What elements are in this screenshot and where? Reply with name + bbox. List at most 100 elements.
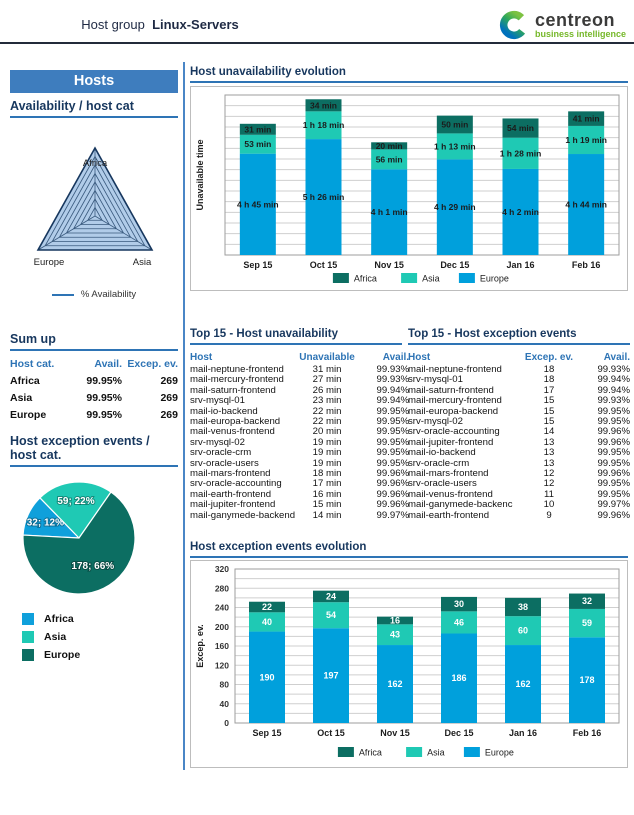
centreon-logo: centreon business intelligence: [499, 10, 626, 40]
svg-text:Sep 15: Sep 15: [243, 260, 272, 270]
sumup-cell: Africa: [10, 375, 40, 387]
table-cell: 27 min: [312, 374, 342, 386]
top15-unavailability-table: Top 15 - Host unavailability Host Unavail…: [190, 328, 409, 521]
table-cell: srv-mysql-02: [190, 436, 245, 448]
svg-text:240: 240: [215, 603, 229, 613]
logo-tagline: business intelligence: [534, 28, 626, 39]
table-cell: mail-jupiter-frontend: [408, 436, 494, 448]
svg-text:5 h 26 min: 5 h 26 min: [303, 192, 345, 202]
table-cell: mail-mercury-frontend: [408, 395, 502, 407]
table-cell: 15 min: [312, 499, 342, 511]
pie-legend: Africa Asia Europe: [22, 610, 80, 664]
table-cell: srv-mysql-01: [408, 374, 463, 386]
availability-section-title: Availability / host cat: [10, 99, 178, 118]
exception-evolution-title: Host exception events evolution: [190, 541, 628, 558]
svg-text:24: 24: [326, 591, 336, 601]
table-cell: 13: [543, 457, 555, 469]
table-cell: 11: [544, 488, 554, 500]
svg-text:178; 66%: 178; 66%: [71, 561, 114, 572]
svg-text:30: 30: [454, 599, 464, 609]
table-cell: srv-oracle-crm: [190, 447, 252, 459]
table-cell: 99.97%: [597, 499, 630, 511]
svg-text:53 min: 53 min: [244, 139, 271, 149]
unavailability-bar-svg: 4 h 45 min 53 min 31 min Sep 15 5 h 26 min 1 …: [195, 94, 620, 284]
svg-text:1 h 13 min: 1 h 13 min: [434, 141, 476, 151]
table-cell: mail-europa-backend: [408, 405, 499, 417]
table-cell: 99.96%: [376, 478, 410, 490]
table-cell: 15: [543, 405, 555, 417]
svg-text:22: 22: [262, 602, 272, 612]
svg-text:Jan 16: Jan 16: [509, 728, 537, 738]
table-cell: 99.95%: [597, 478, 630, 490]
table-cell: 99.95%: [376, 447, 410, 459]
table-cell: 99.96%: [376, 488, 410, 500]
sumup-cell: 99.95%: [86, 375, 122, 387]
svg-text:Africa: Africa: [359, 748, 382, 758]
table-cell: 99.93%: [376, 364, 410, 375]
svg-text:Dec 15: Dec 15: [444, 728, 473, 738]
svg-text:Nov 15: Nov 15: [374, 260, 404, 270]
table-cell: mail-io-backend: [190, 405, 258, 417]
table-cell: 99.93%: [376, 374, 410, 386]
svg-text:162: 162: [387, 679, 402, 689]
sumup-cell: Host cat.: [10, 358, 55, 370]
table-cell: srv-oracle-accounting: [190, 478, 282, 490]
radar-svg: Africa Asia Europe: [34, 146, 154, 268]
table-cell: mail-neptune-frontend: [190, 364, 284, 375]
page-title-hostgroup: Linux-Servers: [152, 17, 239, 32]
table-cell: mail-mars-frontend: [190, 468, 271, 480]
table-cell: 26 min: [312, 384, 342, 396]
svg-text:Dec 15: Dec 15: [440, 260, 469, 270]
exception-evolution-chart: 0 40 80 120 160 200 240 280 320 190 40 22 Sep 15 197 5…: [190, 560, 628, 768]
svg-text:4 h 44 min: 4 h 44 min: [565, 200, 607, 210]
svg-text:Unavailable time: Unavailable time: [195, 139, 205, 210]
table-cell: 15: [543, 395, 555, 407]
table-cell: mail-venus-frontend: [190, 426, 275, 438]
column-header: Avail.: [382, 352, 410, 363]
sumup-section-title: Sum up: [10, 332, 178, 351]
table-cell: 19 min: [312, 436, 342, 448]
table-cell: srv-mysql-01: [190, 395, 245, 407]
table-cell: 12: [543, 478, 555, 490]
table-cell: 99.96%: [376, 499, 410, 511]
table-cell: 99.97%: [376, 509, 410, 521]
svg-text:160: 160: [215, 641, 229, 651]
table-cell: mail-saturn-frontend: [190, 384, 276, 396]
sidebar-separator: [183, 62, 185, 770]
svg-text:4 h 2 min: 4 h 2 min: [502, 207, 539, 217]
availability-radar-chart: Africa Asia Europe: [20, 124, 170, 281]
svg-text:120: 120: [215, 660, 229, 670]
table-cell: 18: [543, 364, 555, 375]
column-header: Excep. ev.: [524, 352, 574, 363]
table-cell: 17 min: [312, 478, 342, 490]
svg-text:200: 200: [215, 622, 229, 632]
table-cell: 99.94%: [597, 374, 630, 386]
table-cell: 99.96%: [597, 509, 630, 521]
svg-text:56 min: 56 min: [376, 154, 403, 164]
svg-text:Oct 15: Oct 15: [310, 260, 338, 270]
table-cell: mail-io-backend: [408, 447, 476, 459]
pie-legend-label: Africa: [44, 613, 74, 625]
pie-svg: 32; 12% 59; 22% 178; 66%: [22, 481, 136, 595]
pie-legend-item: Asia: [22, 628, 80, 646]
table-cell: 99.95%: [597, 405, 630, 417]
svg-text:38: 38: [518, 602, 528, 612]
svg-text:40: 40: [262, 617, 272, 627]
exception-bar-svg: 0 40 80 120 160 200 240 280 320 190 40 22 Sep 15 197 5…: [195, 564, 620, 758]
svg-text:31 min: 31 min: [244, 124, 271, 134]
radar-legend: % Availability: [10, 289, 178, 300]
pie-legend-item: Europe: [22, 646, 80, 664]
svg-text:162: 162: [515, 679, 530, 689]
sumup-cell: Asia: [10, 392, 33, 404]
svg-text:46: 46: [454, 617, 464, 627]
svg-text:4 h 45 min: 4 h 45 min: [237, 199, 279, 209]
table-cell: 99.95%: [597, 488, 630, 500]
svg-text:1 h 18 min: 1 h 18 min: [303, 120, 345, 130]
svg-text:54: 54: [326, 610, 336, 620]
svg-text:Sep 15: Sep 15: [252, 728, 281, 738]
table-cell: mail-ganymede-backenc: [408, 499, 513, 511]
svg-text:34 min: 34 min: [310, 100, 337, 110]
table-cell: 31 min: [312, 364, 342, 375]
table-cell: srv-oracle-crm: [408, 457, 470, 469]
svg-text:80: 80: [220, 680, 230, 690]
